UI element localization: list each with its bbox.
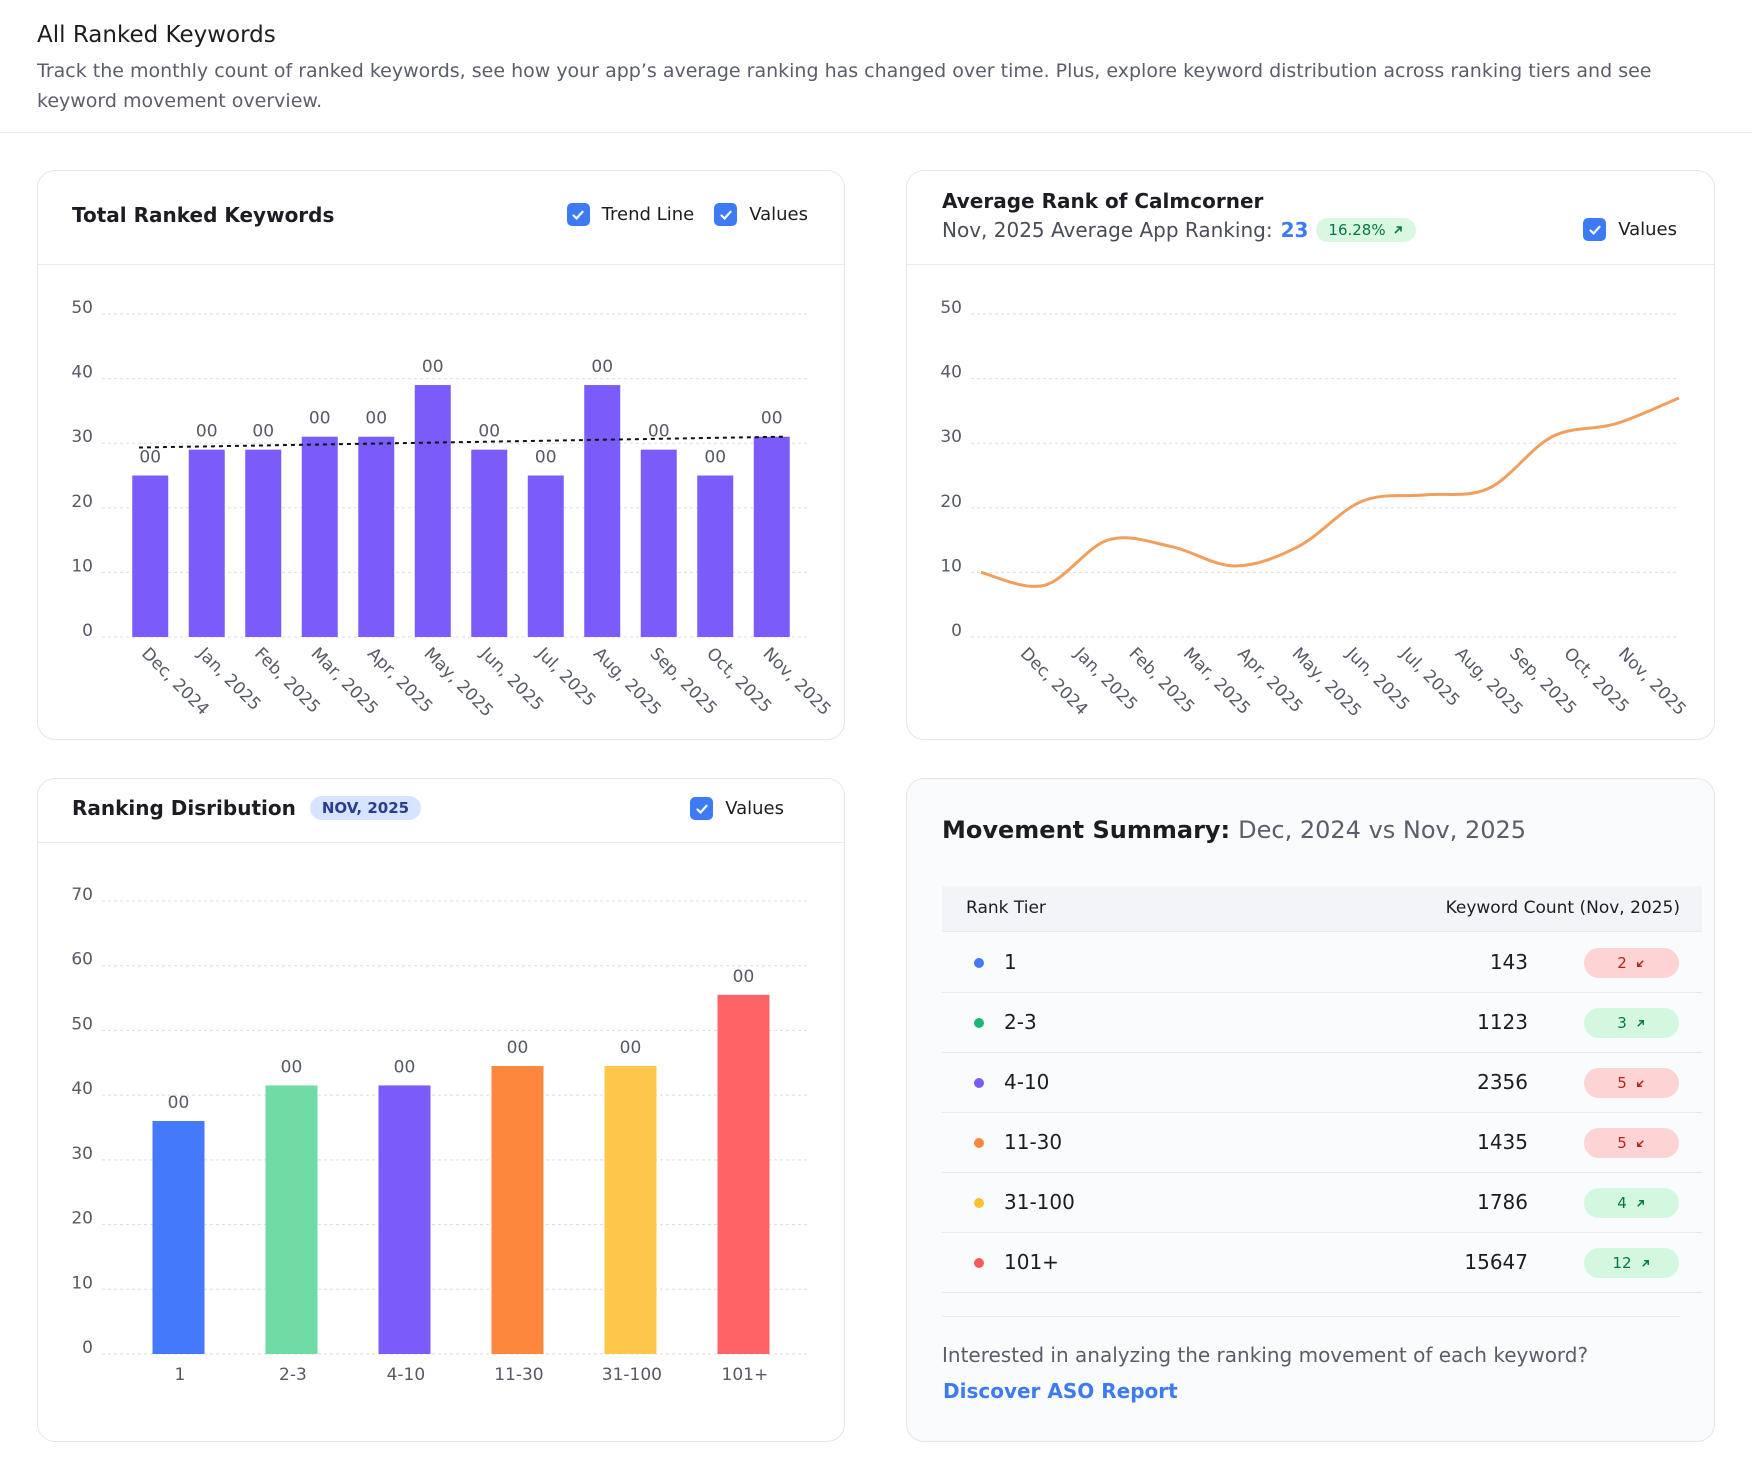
chart-title: Average Rank of Calmcorner [942,189,1264,213]
change-value: 5 [1617,1074,1627,1092]
check-icon [1589,225,1601,235]
rank-value: 23 [1280,218,1309,242]
divider [907,264,1714,265]
summary-title: Movement Summary: [942,816,1231,844]
summary-title-row: Movement Summary: Dec, 2024 vs Nov, 2025 [942,816,1526,844]
keyword-count: 15647 [1464,1250,1528,1274]
change-badge: 16.28% [1316,218,1416,242]
arrow-down [1636,959,1644,967]
prompt: Interested in analyzing the ranking move… [942,1343,1589,1367]
tier: 4-10 [1004,1070,1050,1094]
controls: Trend Line Values [547,203,808,226]
change-badge: 3 [1584,1008,1679,1038]
arrow-up [1636,1019,1644,1027]
checkbox-box[interactable] [714,203,738,226]
tier: 2-3 [1004,1010,1037,1034]
divider [0,132,1752,133]
tier: 11-30 [1004,1130,1063,1154]
table-header: Rank Tier Keyword Count (Nov, 2025) [942,886,1702,932]
change-badge: 5 [1584,1128,1679,1158]
tier-dot [974,1078,984,1088]
checkbox[interactable]: Values [1583,218,1677,241]
check-icon [572,210,584,220]
tier-dot [974,1198,984,1208]
chart-title: Total Ranked Keywords [72,203,335,227]
keyword-count: 143 [1489,950,1528,974]
card [37,778,845,1442]
keyword-count: 1786 [1477,1190,1528,1214]
chart-title: Ranking Disribution [72,796,296,820]
card [37,170,845,740]
keyword-count: 1123 [1477,1010,1528,1034]
change-value: 2 [1617,954,1627,972]
arrow-down [1636,1079,1644,1087]
checkbox-label: Values [1618,219,1677,240]
tier: 101+ [1004,1250,1059,1274]
table-row: 1 143 2 [942,933,1702,993]
tier-dot [974,1138,984,1148]
checkbox[interactable]: Values [690,797,784,820]
change-value: 12 [1612,1254,1632,1272]
change-badge: 5 [1584,1068,1679,1098]
checkbox-box[interactable] [566,203,590,226]
chart-title-row: Ranking Disribution NOV, 2025 [72,796,422,820]
chart-subtitle-row: Nov, 2025 Average App Ranking: 23 16.28% [942,218,1416,242]
controls: Values [1563,218,1677,241]
summary-period: Dec, 2024 vs Nov, 2025 [1238,816,1527,844]
divider [942,1316,1680,1317]
change-value: 3 [1617,1014,1627,1032]
change-value: 5 [1617,1134,1627,1152]
tier-dot [974,1018,984,1028]
arrow-down [1636,1139,1644,1147]
controls: Values [670,797,784,820]
page-subtitle: Track the monthly count of ranked keywor… [37,60,1652,112]
column-header: Rank Tier [966,898,1046,918]
card [906,170,1715,740]
divider [38,264,844,265]
change-label: 16.28% [1328,221,1386,239]
table-row: 101+ 15647 12 [942,1233,1702,1293]
checkbox-box[interactable] [690,797,714,820]
table-row: 11-30 1435 5 [942,1113,1702,1173]
checkbox-label: Values [749,204,808,225]
keyword-count: 1435 [1477,1130,1528,1154]
checkbox[interactable]: Values [714,203,808,226]
check-icon [720,210,732,220]
change-value: 4 [1617,1194,1627,1212]
tier: 31-100 [1004,1190,1075,1214]
tier-dot [974,958,984,968]
arrow-up [1636,1199,1644,1207]
table-row: 31-100 1786 4 [942,1173,1702,1233]
checkbox[interactable]: Trend Line [566,203,695,226]
arrow-up [1394,226,1402,234]
table-row: 2-3 1123 3 [942,993,1702,1053]
checkbox-label: Values [725,798,784,819]
checkbox-label: Trend Line [601,204,695,225]
arrow-up [1641,1259,1649,1267]
tier: 1 [1004,950,1017,974]
divider [38,842,844,843]
period-badge: NOV, 2025 [309,796,422,820]
check-icon [696,804,708,814]
report-link[interactable]: Discover ASO Report [943,1379,1178,1403]
checkbox-box[interactable] [1583,218,1607,241]
table-row: 4-10 2356 5 [942,1053,1702,1113]
tier-dot [974,1258,984,1268]
change-badge: 4 [1584,1188,1679,1218]
change-badge: 12 [1584,1248,1679,1278]
keyword-count: 2356 [1477,1070,1528,1094]
change-badge: 2 [1584,948,1679,978]
page-title: All Ranked Keywords [37,22,276,48]
column-header: Keyword Count (Nov, 2025) [1445,898,1680,918]
chart-subtitle: Nov, 2025 Average App Ranking: [942,218,1273,242]
